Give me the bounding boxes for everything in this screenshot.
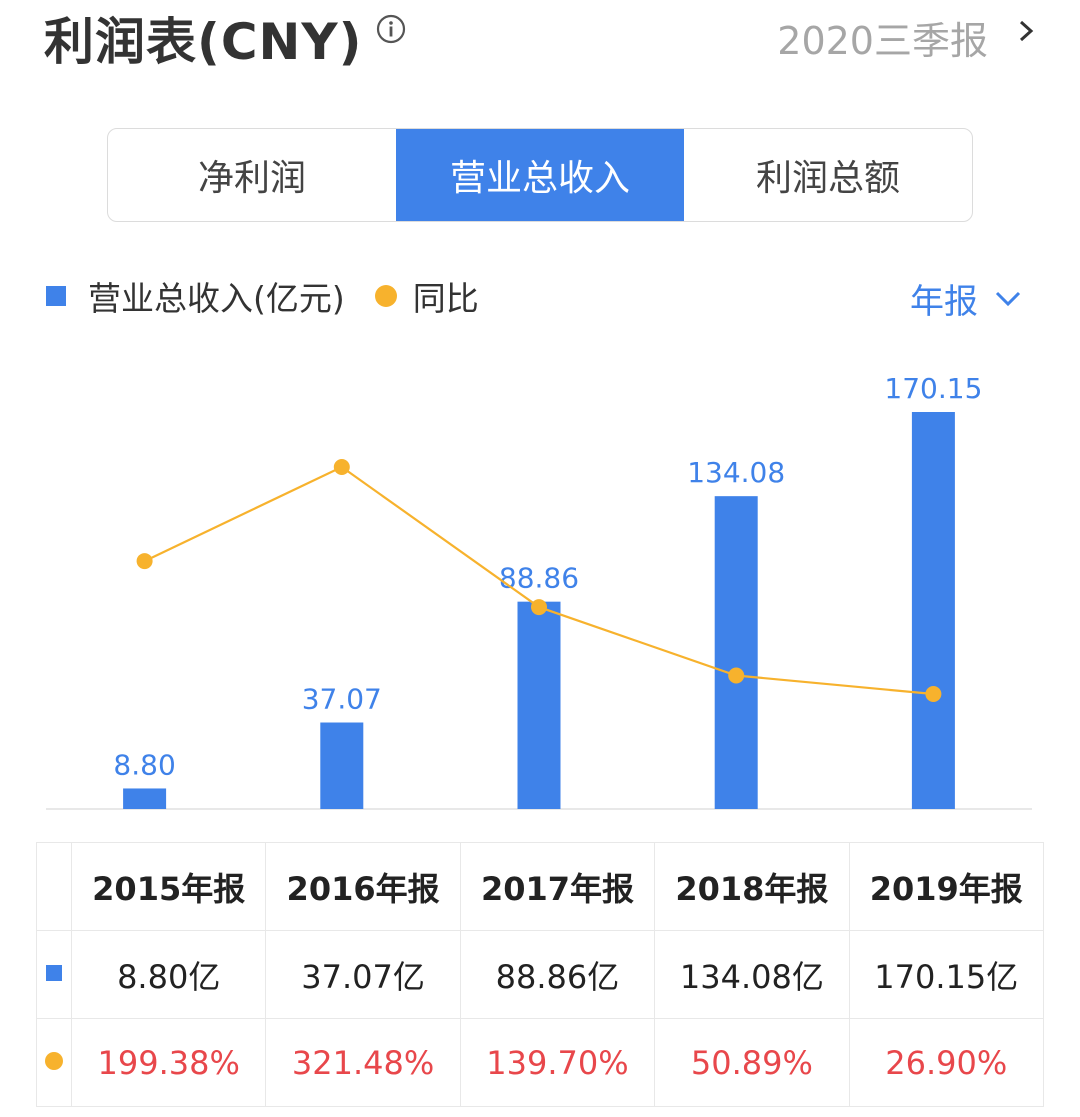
report-type-dropdown[interactable]: 年报 xyxy=(910,274,1022,323)
chart-legend: 营业总收入(亿元) 同比 xyxy=(46,276,479,318)
yoy-point xyxy=(925,686,942,702)
tab-total-revenue[interactable]: 营业总收入 xyxy=(396,129,684,221)
bar-value-label: 134.08 xyxy=(687,456,785,489)
report-type-label: 年报 xyxy=(910,282,978,322)
bar-value-label: 37.07 xyxy=(302,683,382,716)
revenue-bar xyxy=(911,412,955,809)
year-cell: 2017年报 xyxy=(459,842,656,931)
metric-tabs: 净利润 营业总收入 利润总额 xyxy=(107,128,973,222)
chevron-down-icon xyxy=(995,291,1021,306)
year-cell: 2019年报 xyxy=(848,842,1045,931)
period-selector[interactable]: 2020三季报 xyxy=(777,19,988,63)
revenue-chart: 8.80 37.07 88.86 134.08 170.15 xyxy=(46,372,1032,810)
yoy-cell: 50.89% xyxy=(654,1018,850,1107)
chevron-right-icon[interactable] xyxy=(1016,14,1038,48)
tab-total-profit[interactable]: 利润总额 xyxy=(755,158,900,199)
revenue-cell: 134.08亿 xyxy=(654,930,850,1019)
revenue-cell: 8.80亿 xyxy=(70,930,267,1019)
revenue-cell: 170.15亿 xyxy=(848,930,1045,1019)
row-marker-dot xyxy=(36,1018,72,1107)
year-cell: 2018年报 xyxy=(654,842,850,931)
bar-value-label: 88.86 xyxy=(499,562,579,595)
table-header-row: 2015年报 2016年报 2017年报 2018年报 2019年报 xyxy=(36,842,1045,931)
table-row-revenue: 8.80亿 37.07亿 88.86亿 134.08亿 170.15亿 xyxy=(36,930,1045,1019)
info-icon[interactable] xyxy=(376,14,406,44)
year-cell: 2016年报 xyxy=(265,842,461,931)
revenue-bar xyxy=(320,722,364,809)
header: 利润表(CNY) 2020三季报 xyxy=(0,0,1080,71)
yoy-cell: 139.70% xyxy=(459,1018,656,1107)
legend-bar-swatch xyxy=(46,286,66,306)
yoy-cell: 321.48% xyxy=(265,1018,461,1107)
revenue-cell: 88.86亿 xyxy=(459,930,656,1019)
year-cell: 2015年报 xyxy=(70,842,267,931)
revenue-bar xyxy=(714,496,758,809)
row-marker-square xyxy=(36,930,72,1019)
yoy-point xyxy=(728,667,745,684)
revenue-cell: 37.07亿 xyxy=(265,930,461,1019)
yoy-cell: 26.90% xyxy=(848,1018,1045,1107)
table-corner xyxy=(36,842,72,931)
legend-line-swatch xyxy=(374,285,397,307)
revenue-bar xyxy=(123,788,167,809)
bar-value-label: 170.15 xyxy=(884,372,982,405)
yoy-point xyxy=(333,459,350,475)
page-title: 利润表(CNY) xyxy=(44,13,363,71)
revenue-bar xyxy=(517,601,561,809)
table-row-yoy: 199.38% 321.48% 139.70% 50.89% 26.90% xyxy=(36,1018,1045,1107)
bar-value-label: 8.80 xyxy=(113,748,175,781)
legend-line-label: 同比 xyxy=(412,279,479,318)
tab-net-profit[interactable]: 净利润 xyxy=(197,158,306,199)
data-table: 2015年报 2016年报 2017年报 2018年报 2019年报 8.80亿… xyxy=(36,842,1045,1107)
yoy-point xyxy=(136,553,153,570)
yoy-cell: 199.38% xyxy=(70,1018,267,1107)
yoy-point xyxy=(531,599,547,616)
legend-bar-label: 营业总收入(亿元) xyxy=(88,279,345,318)
